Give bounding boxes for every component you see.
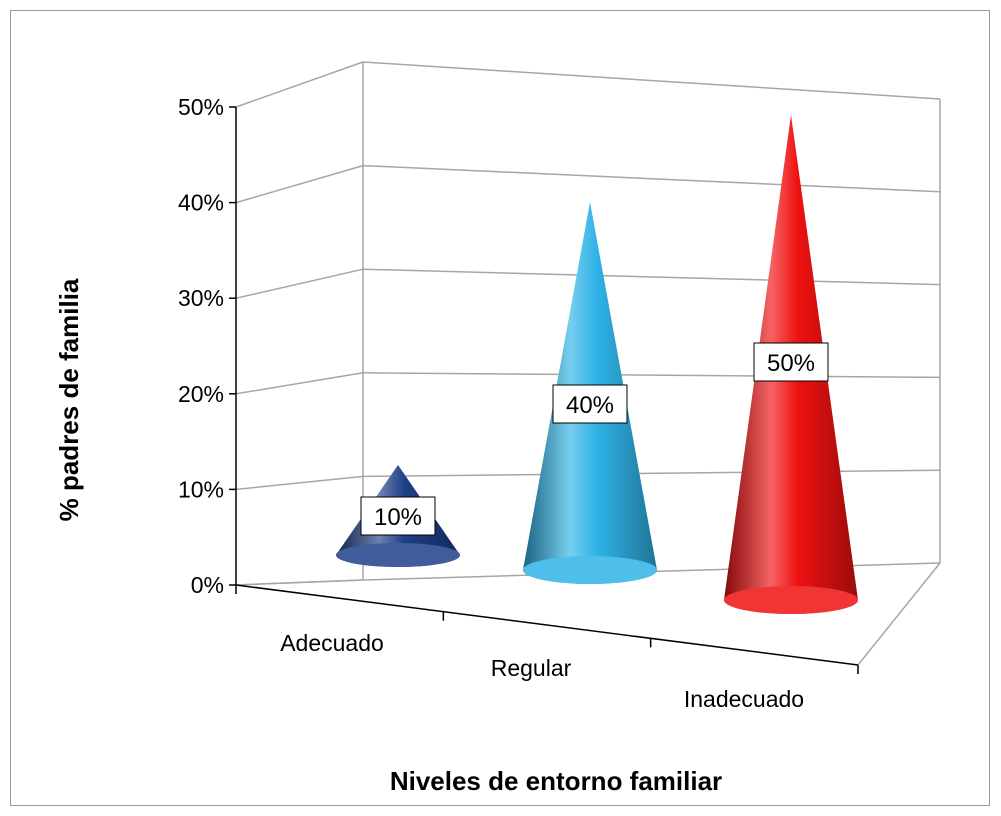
data-label-box <box>753 342 829 382</box>
y-tick-label: 10% <box>178 476 224 502</box>
y-tick-label: 30% <box>178 285 224 311</box>
x-axis-line <box>235 584 859 666</box>
cone-base <box>724 586 858 614</box>
y-tick-labels: 0% 10% 20% 30% 40% 50% <box>178 94 224 598</box>
side-gridline <box>235 164 364 204</box>
data-label: 10% <box>374 504 422 531</box>
data-label-box <box>552 384 628 424</box>
side-gridline <box>235 372 364 395</box>
back-gridline <box>362 268 941 286</box>
side-gridline <box>235 579 364 586</box>
side-gridline <box>235 61 364 108</box>
side-gridline <box>235 475 364 491</box>
back-gridline <box>362 164 941 193</box>
data-label-box <box>360 496 436 536</box>
back-gridline <box>362 469 941 478</box>
y-tick-label: 20% <box>178 381 224 407</box>
y-tick-label: 40% <box>178 190 224 216</box>
data-label: 50% <box>767 350 815 377</box>
data-labels: 10% 40% 50% <box>360 342 829 536</box>
y-tick-label: 0% <box>191 572 224 598</box>
back-gridline <box>362 372 941 379</box>
y-axis-title: % padres de familia <box>54 278 84 521</box>
back-gridline <box>362 61 941 100</box>
x-axis-title: Niveles de entorno familiar <box>390 766 722 796</box>
category-label: Inadecuado <box>684 686 804 712</box>
floor-right-edge <box>857 562 941 666</box>
category-labels: Adecuado Regular Inadecuado <box>280 630 804 712</box>
y-tick-label: 50% <box>178 94 224 120</box>
axes <box>229 106 859 674</box>
cone-base <box>523 556 657 584</box>
side-gridline <box>235 268 364 299</box>
cone-base <box>336 543 460 567</box>
category-label: Regular <box>491 655 572 681</box>
data-label: 40% <box>566 392 614 419</box>
category-label: Adecuado <box>280 630 384 656</box>
